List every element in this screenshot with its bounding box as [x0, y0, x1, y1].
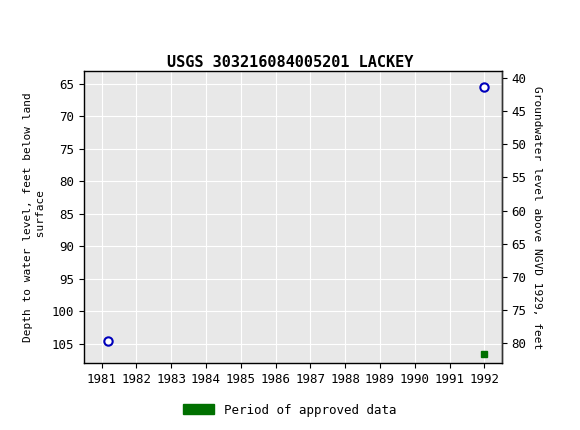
- Text: USGS 303216084005201 LACKEY: USGS 303216084005201 LACKEY: [167, 55, 413, 70]
- Text: ≡USGS: ≡USGS: [3, 14, 57, 31]
- Y-axis label: Depth to water level, feet below land
 surface: Depth to water level, feet below land su…: [23, 92, 46, 342]
- Y-axis label: Groundwater level above NGVD 1929, feet: Groundwater level above NGVD 1929, feet: [532, 86, 542, 349]
- Legend: Period of approved data: Period of approved data: [178, 399, 402, 421]
